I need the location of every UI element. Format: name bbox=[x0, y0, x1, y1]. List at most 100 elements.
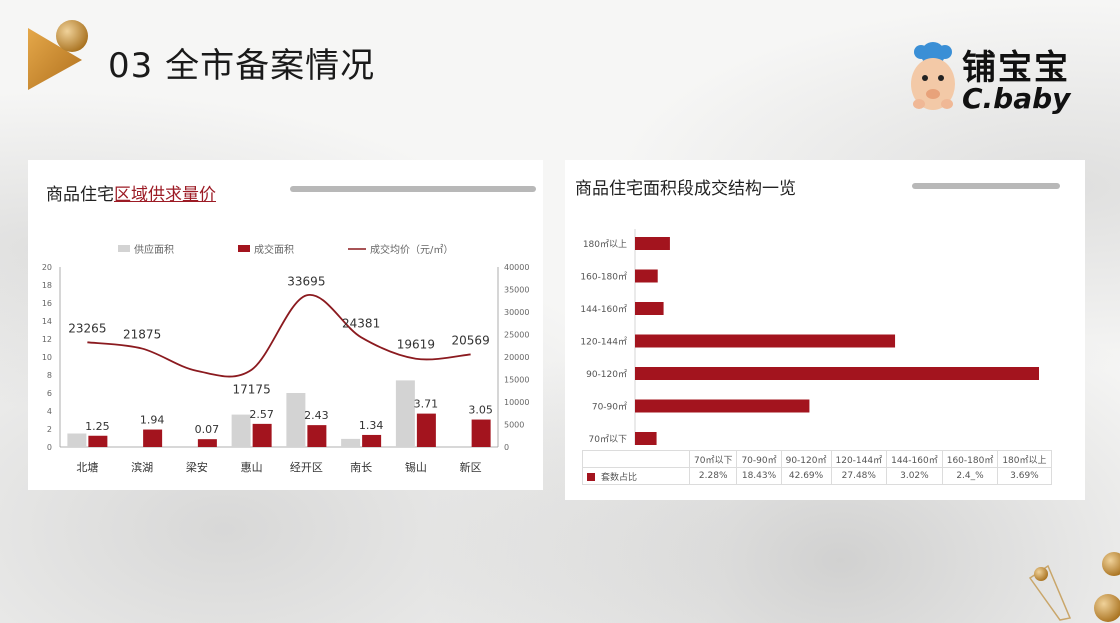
deal-bar bbox=[416, 413, 436, 447]
deal-bar bbox=[471, 419, 491, 447]
left-divider bbox=[290, 186, 536, 192]
mascot-icon bbox=[911, 42, 955, 110]
right-section-title: 商品住宅面积段成交结构一览 bbox=[575, 179, 796, 199]
segment-bar bbox=[635, 302, 664, 315]
deal-bar bbox=[88, 435, 108, 447]
table-cell: 2.28% bbox=[688, 467, 738, 485]
supply-bar bbox=[395, 380, 415, 447]
deal-bar-label: 3.05 bbox=[468, 404, 493, 417]
deal-bar-label: 2.57 bbox=[249, 408, 274, 421]
y-tick-label-right: 15000 bbox=[504, 376, 529, 385]
y-tick-label-right: 25000 bbox=[504, 331, 529, 340]
segment-bar bbox=[635, 334, 896, 348]
area-segment-chart: 180㎡以上 160-180㎡ 144-160㎡ 120-144㎡ 90-120㎡ 70-… bbox=[580, 229, 1039, 445]
y-tick-label-right: 0 bbox=[504, 443, 509, 452]
table-header-cell: 120-144㎡ bbox=[830, 450, 888, 468]
price-label: 20569 bbox=[452, 333, 490, 347]
y-tick-label-left: 10 bbox=[42, 353, 52, 362]
table-row: 套数占比 2.28% 18.43% 42.69% 27.48% 3.02% 2.4_% 3.6… bbox=[582, 467, 1052, 485]
table-header-cell: 90-120㎡ bbox=[780, 450, 832, 468]
table-cell: 3.69% bbox=[997, 467, 1052, 485]
table-cell: 27.48% bbox=[830, 467, 888, 485]
x-tick-label: 新区 bbox=[460, 460, 482, 474]
table-header-cell: 180㎡以上 bbox=[997, 450, 1052, 468]
x-tick-label: 锡山 bbox=[405, 460, 427, 474]
y-tick-label-right: 20000 bbox=[504, 353, 529, 362]
supply-demand-price-chart: 供应面积 成交面积 成交均价（元/㎡） 0 2 4 6 8 10 12 14 16 18 20 0 5000 1… bbox=[42, 243, 530, 474]
price-label: 17175 bbox=[233, 383, 271, 397]
gold-ball-decoration bbox=[1028, 552, 1120, 622]
deal-bar bbox=[252, 423, 272, 447]
table-header-cell: 70-90㎡ bbox=[736, 450, 782, 468]
y-tick-label-right: 35000 bbox=[504, 286, 529, 295]
table-cell: 18.43% bbox=[736, 467, 782, 485]
supply-bar bbox=[231, 414, 251, 447]
y-tick-label: 180㎡以上 bbox=[583, 239, 627, 250]
segment-bar bbox=[635, 399, 810, 413]
table-row-label: 套数占比 bbox=[582, 467, 690, 485]
row-label-text: 套数占比 bbox=[601, 472, 638, 483]
y-tick-label-left: 2 bbox=[47, 425, 52, 434]
table-cell: 42.69% bbox=[780, 467, 832, 485]
y-tick-label: 70-90㎡ bbox=[592, 402, 627, 413]
left-section-title-underlined: 区域供求量价 bbox=[114, 185, 216, 205]
price-label: 24381 bbox=[342, 316, 380, 330]
logo-text: 铺宝宝 bbox=[962, 48, 1070, 88]
table-header-row: 70㎡以下 70-90㎡ 90-120㎡ 120-144㎡ 144-160㎡ 160-18… bbox=[582, 450, 1052, 468]
deal-bar bbox=[143, 429, 163, 447]
y-tick-label-left: 20 bbox=[42, 263, 52, 272]
x-tick-label: 南长 bbox=[350, 461, 372, 474]
y-tick-label: 120-144㎡ bbox=[580, 337, 627, 348]
price-label: 23265 bbox=[68, 321, 106, 335]
logo-subtitle: C.baby bbox=[962, 82, 1071, 115]
deal-bar bbox=[362, 434, 382, 447]
deal-bar bbox=[197, 439, 217, 447]
deal-bar bbox=[307, 425, 327, 447]
y-tick-label-right: 5000 bbox=[504, 421, 524, 430]
y-tick-label-left: 4 bbox=[47, 407, 52, 416]
left-section-title: 商品住宅区域供求量价 bbox=[46, 180, 216, 205]
y-tick-label-left: 12 bbox=[42, 335, 52, 344]
price-label: 19619 bbox=[397, 338, 435, 352]
segment-bar bbox=[635, 269, 658, 283]
legend-swatch bbox=[238, 245, 250, 252]
segment-bar bbox=[635, 237, 670, 250]
left-section-title-prefix: 商品住宅 bbox=[46, 185, 114, 205]
y-tick-label-right: 10000 bbox=[504, 398, 529, 407]
price-label: 33695 bbox=[287, 274, 325, 288]
deal-bar-label: 0.07 bbox=[195, 423, 220, 436]
x-tick-label: 惠山 bbox=[241, 460, 263, 474]
area-segment-table: 70㎡以下 70-90㎡ 90-120㎡ 120-144㎡ 144-160㎡ 160-18… bbox=[582, 450, 1052, 485]
legend-label: 成交面积 bbox=[254, 243, 294, 256]
supply-bar bbox=[67, 433, 87, 447]
y-tick-label-left: 6 bbox=[47, 389, 52, 398]
y-tick-label: 144-160㎡ bbox=[580, 304, 627, 315]
gold-triangle-logo bbox=[28, 20, 88, 90]
left-chart-panel bbox=[28, 160, 543, 490]
supply-bar bbox=[286, 393, 306, 447]
right-divider bbox=[912, 183, 1060, 189]
table-cell: 2.4_% bbox=[941, 467, 999, 485]
deal-bar-label: 1.94 bbox=[140, 414, 165, 427]
y-tick-label: 70㎡以下 bbox=[589, 434, 627, 445]
deal-bar-label: 1.25 bbox=[85, 420, 110, 433]
x-tick-label: 梁安 bbox=[186, 460, 208, 474]
deal-bar-label: 3.71 bbox=[414, 398, 439, 411]
x-tick-label: 经开区 bbox=[290, 461, 323, 474]
table-cell: 3.02% bbox=[886, 467, 943, 485]
y-tick-label-left: 14 bbox=[42, 317, 52, 326]
deal-bar-label: 1.34 bbox=[359, 419, 384, 432]
y-tick-label-right: 30000 bbox=[504, 308, 529, 317]
y-tick-label: 90-120㎡ bbox=[586, 369, 627, 380]
legend-label: 成交均价（元/㎡） bbox=[370, 243, 453, 256]
y-tick-label-left: 18 bbox=[42, 281, 52, 290]
segment-bar bbox=[635, 432, 657, 445]
y-tick-label: 160-180㎡ bbox=[580, 272, 627, 283]
deal-bar-label: 2.43 bbox=[304, 409, 329, 422]
segment-bar bbox=[635, 367, 1039, 380]
table-header-cell: 144-160㎡ bbox=[886, 450, 943, 468]
legend-swatch bbox=[118, 245, 130, 252]
y-tick-label-left: 16 bbox=[42, 299, 52, 308]
x-tick-label: 滨湖 bbox=[131, 460, 153, 474]
legend-label: 供应面积 bbox=[134, 243, 174, 256]
